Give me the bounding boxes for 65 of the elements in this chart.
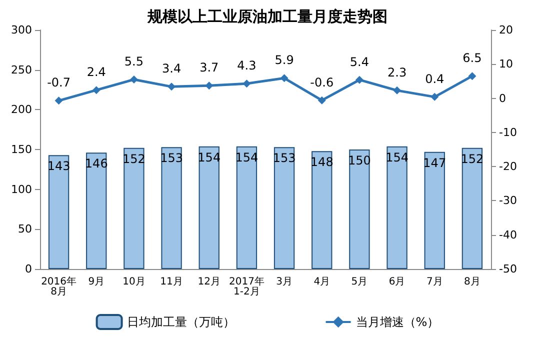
x-tick-label: 12月	[198, 276, 220, 288]
point	[242, 80, 251, 88]
x-tick-label: 2016年 8月	[41, 276, 77, 298]
data-label: 146	[84, 156, 108, 171]
x-tick-label: 5月	[351, 276, 368, 288]
data-label: 0.4	[425, 72, 444, 86]
point	[318, 96, 326, 104]
y2-tick-label: -10	[499, 126, 517, 139]
data-label: 153	[160, 151, 183, 166]
y2-tick-label: -30	[499, 194, 517, 208]
y2-tick-label: 0	[499, 92, 506, 105]
data-label: 154	[235, 150, 258, 164]
data-label: 154	[386, 150, 408, 164]
point	[393, 86, 402, 94]
x-tick-label: 6月	[388, 276, 406, 288]
data-label: 4.3	[237, 58, 256, 73]
data-label: 3.4	[162, 62, 182, 76]
data-label: 147	[423, 156, 446, 170]
y-tick-label: 300	[11, 24, 32, 36]
point	[355, 76, 364, 84]
y2-tick-label: 20	[499, 24, 513, 36]
x-tick-label: 4月	[314, 276, 330, 288]
point	[54, 96, 63, 105]
data-label: 2.4	[86, 65, 106, 80]
data-label: 154	[198, 150, 221, 164]
x-tick-label: 3月	[276, 276, 292, 288]
data-label: 5.4	[350, 54, 370, 69]
y-tick-label: 150	[11, 143, 32, 156]
data-label: 153	[272, 151, 296, 166]
data-label: -0.7	[47, 76, 71, 90]
y-tick-label: 200	[11, 103, 32, 116]
y-tick-label: 250	[11, 63, 32, 76]
data-label: 143	[47, 159, 70, 174]
data-label: 3.7	[200, 60, 219, 75]
y2-tick-label: -50	[499, 262, 517, 276]
y-tick-label: 50	[18, 222, 32, 236]
point	[92, 86, 100, 94]
data-label: 2.3	[387, 65, 407, 80]
x-tick-label: 11月	[160, 276, 183, 288]
point	[280, 74, 288, 82]
y-tick-label: 0	[25, 262, 32, 276]
x-tick-label: 2017年 1-2月	[228, 276, 264, 298]
data-label: 5.9	[274, 53, 294, 68]
x-tick-label: 9月	[88, 276, 105, 288]
y2-tick-label: 10	[499, 58, 513, 71]
point	[430, 92, 439, 101]
data-label: -0.6	[310, 75, 334, 90]
y-tick-label: 100	[11, 182, 32, 196]
data-label: 152	[460, 152, 484, 166]
data-label: 152	[122, 152, 146, 166]
y2-tick-label: -20	[499, 160, 517, 174]
data-label: 6.5	[462, 51, 482, 66]
chart-title: 规模以上工业原油加工量月度走势图	[146, 8, 388, 26]
data-label: 5.5	[124, 54, 144, 69]
data-label: 150	[348, 154, 371, 168]
x-tick-label: 7月	[426, 276, 443, 288]
y2-tick-label: -40	[499, 228, 517, 242]
point	[205, 82, 214, 90]
point	[130, 76, 138, 84]
legend-label: 日均加工量（万吨）	[126, 315, 235, 329]
x-tick-label: 8月	[464, 276, 480, 288]
data-label: 148	[310, 155, 334, 170]
point	[468, 72, 476, 80]
legend-label: 当月增速（%）	[356, 315, 440, 329]
x-tick-label: 10月	[122, 276, 146, 288]
